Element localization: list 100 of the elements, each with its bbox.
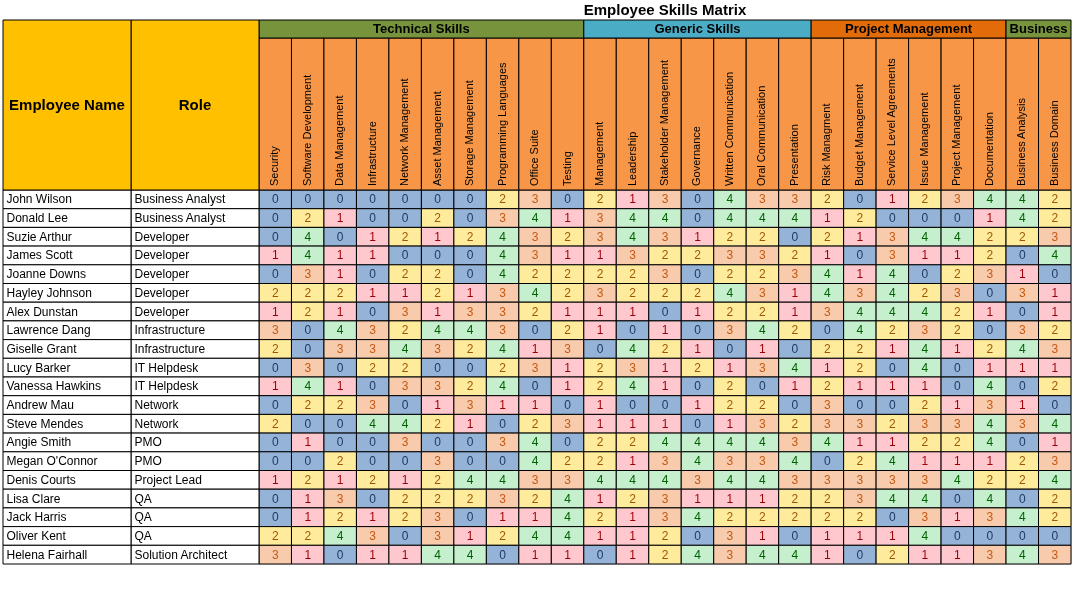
data-label: 2 — [499, 360, 507, 375]
data-label: 3 — [824, 398, 832, 413]
data-label: 3 — [1051, 229, 1059, 244]
data-label: 3 — [401, 304, 409, 319]
data-label: 1 — [304, 547, 312, 562]
data-label: 2 — [661, 285, 669, 300]
data-label: 0 — [271, 435, 279, 450]
data-label: 2 — [824, 192, 832, 207]
data-label: 0 — [953, 379, 961, 394]
data-label: 2 — [856, 211, 864, 226]
x-tick-label: Programming Languages — [495, 61, 508, 186]
data-label: 3 — [336, 341, 344, 356]
data-label: 4 — [499, 379, 507, 394]
data-label: 0 — [694, 528, 702, 543]
data-label: 3 — [856, 416, 864, 431]
data-label: 2 — [921, 435, 929, 450]
data-label: 0 — [791, 398, 799, 413]
data-label: 1 — [953, 341, 961, 356]
data-label: 4 — [694, 510, 702, 525]
data-label: 4 — [1018, 192, 1026, 207]
data-label: 0 — [401, 192, 409, 207]
data-label: 2 — [726, 398, 734, 413]
y2-tick-label: Megan O'Connor — [6, 454, 98, 469]
data-label: 4 — [759, 435, 767, 450]
data-label: 3 — [466, 398, 474, 413]
data-label: 4 — [1018, 211, 1026, 226]
data-label: 4 — [759, 547, 767, 562]
data-label: 3 — [596, 211, 604, 226]
y-tick-label: Project Lead — [134, 472, 202, 487]
data-label: 1 — [564, 248, 572, 263]
data-label: 4 — [466, 547, 474, 562]
x-tick-label: Governance — [690, 126, 703, 186]
data-label: 3 — [596, 229, 604, 244]
data-label: 1 — [629, 528, 637, 543]
data-label: 1 — [271, 248, 279, 263]
data-label: 1 — [824, 547, 832, 562]
data-label: 3 — [531, 192, 539, 207]
data-label: 1 — [629, 304, 637, 319]
data-label: 0 — [466, 211, 474, 226]
data-label: 3 — [1018, 416, 1026, 431]
data-label: 0 — [336, 547, 344, 562]
data-label: 3 — [889, 248, 897, 263]
y2-tick-label: Angie Smith — [6, 435, 72, 450]
y2-tick-label: Oliver Kent — [6, 528, 67, 543]
data-label: 1 — [694, 341, 702, 356]
data-label: 2 — [889, 547, 897, 562]
data-label: 0 — [953, 360, 961, 375]
data-label: 2 — [564, 267, 572, 282]
data-label: 3 — [531, 472, 539, 487]
data-label: 0 — [271, 192, 279, 207]
y-tick-label: Business Analyst — [134, 192, 226, 207]
data-label: 0 — [1018, 248, 1026, 263]
data-label: 4 — [726, 472, 734, 487]
data-label: 1 — [791, 379, 799, 394]
data-label: 2 — [304, 211, 312, 226]
data-label: 4 — [986, 491, 994, 506]
data-label: 4 — [499, 341, 507, 356]
data-label: 3 — [824, 416, 832, 431]
data-label: 1 — [401, 285, 409, 300]
x-tick-label: Network Management — [398, 78, 411, 186]
data-label: 1 — [596, 416, 604, 431]
data-label: 4 — [726, 192, 734, 207]
data-label: 2 — [986, 472, 994, 487]
data-label: 3 — [401, 379, 409, 394]
text: Business — [1009, 21, 1068, 36]
data-label: 1 — [889, 528, 897, 543]
data-label: 1 — [531, 341, 539, 356]
data-label: 3 — [629, 360, 637, 375]
text: Generic Skills — [654, 21, 741, 36]
data-label: 2 — [336, 454, 344, 469]
data-label: 1 — [401, 547, 409, 562]
data-label: 2 — [824, 491, 832, 506]
data-label: 1 — [271, 472, 279, 487]
data-label: 4 — [336, 528, 344, 543]
data-label: 4 — [336, 323, 344, 338]
data-label: 1 — [953, 454, 961, 469]
data-label: 2 — [629, 285, 637, 300]
data-label: 0 — [271, 454, 279, 469]
y2-tick-label: Vanessa Hawkins — [6, 379, 101, 394]
data-label: 0 — [466, 360, 474, 375]
text: Project Management — [845, 21, 973, 36]
data-label: 4 — [401, 416, 409, 431]
data-label: 1 — [499, 510, 507, 525]
data-label: 4 — [986, 192, 994, 207]
data-label: 4 — [499, 472, 507, 487]
data-label: 3 — [369, 341, 377, 356]
data-label: 1 — [629, 416, 637, 431]
y2-tick-label: Donald Lee — [6, 211, 69, 226]
data-label: 1 — [889, 192, 897, 207]
y2-tick-label: John Wilson — [6, 192, 72, 207]
x-tick-label: Security — [268, 145, 281, 186]
data-label: 4 — [304, 248, 312, 263]
data-label: 1 — [336, 267, 344, 282]
data-label: 1 — [661, 360, 669, 375]
data-label: 1 — [499, 398, 507, 413]
data-label: 1 — [564, 211, 572, 226]
data-label: 4 — [889, 304, 897, 319]
data-label: 1 — [921, 248, 929, 263]
data-label: 4 — [889, 285, 897, 300]
data-label: 1 — [986, 360, 994, 375]
